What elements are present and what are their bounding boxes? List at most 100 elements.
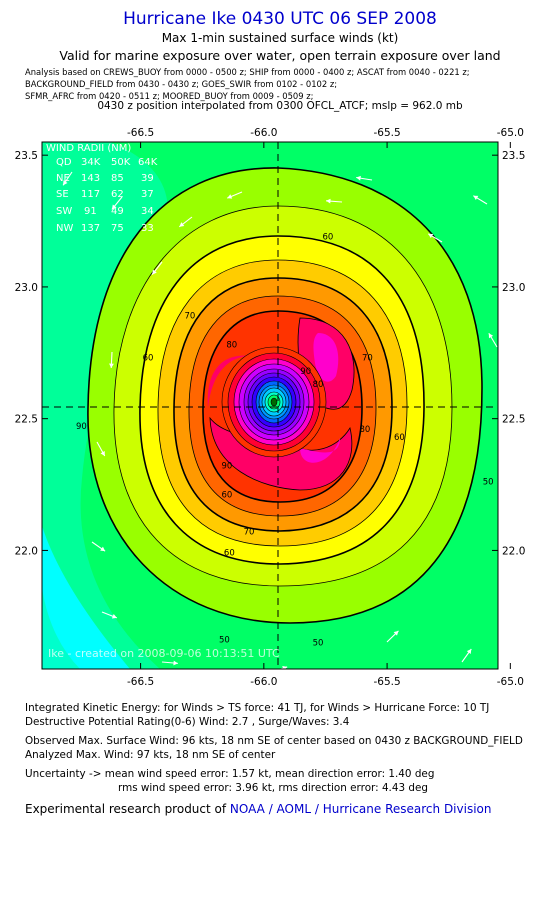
wind-radii-col-qd: QD [56, 157, 72, 168]
plot-frame [41, 141, 499, 670]
created-credit: Ike - created on 2008-09-06 10:13:51 UTC [48, 647, 280, 660]
x-tick-label-top: -66.0 [250, 127, 277, 139]
wind-arrow-head [393, 630, 399, 636]
contour-band-40 [42, 526, 130, 669]
wind-radii-ne-64: 39 [141, 173, 154, 184]
x-tick-label-bottom: -66.5 [127, 676, 154, 688]
wind-arrow-head [505, 608, 509, 613]
x-tick-label-bottom: -65.5 [373, 676, 400, 688]
contour-label: 50 [313, 638, 324, 648]
contour-label: 80 [226, 341, 237, 351]
ike-stat: Integrated Kinetic Energy: for Winds > T… [25, 702, 490, 714]
contour-label: 60 [221, 491, 232, 501]
contour-label: 90 [76, 422, 87, 432]
wind-radii-sw-50: 49 [111, 206, 124, 217]
wind-arrow-head [508, 426, 513, 431]
analysis-line-1: Analysis based on CREWS_BUOY from 0000 -… [25, 67, 470, 77]
y-tick-label-left: 23.0 [15, 282, 38, 294]
observed-max-stat: Observed Max. Surface Wind: 96 kts, 18 n… [25, 735, 523, 747]
uncertainty-mean: Uncertainty -> mean wind speed error: 1.… [25, 768, 435, 780]
dpr-stat: Destructive Potential Rating(0-6) Wind: … [25, 716, 350, 728]
wind-arrow-head [227, 194, 233, 199]
wind-radii-col-64k: 64K [138, 157, 158, 168]
y-tick-label-left: 22.5 [15, 414, 38, 426]
contour-label: 80 [359, 425, 370, 435]
wind-arrow-head [111, 204, 117, 210]
validity-note: Valid for marine exposure over water, op… [59, 48, 501, 63]
wind-arrow [510, 426, 512, 442]
contour-label: 80 [313, 380, 324, 390]
x-tick-label-bottom: -65.0 [497, 676, 524, 688]
wind-radii-ne-34: 143 [81, 173, 100, 184]
wind-arrow-head [501, 270, 506, 275]
y-tick-label-left: 22.0 [15, 545, 38, 557]
x-tick-label-bottom: -66.0 [250, 676, 277, 688]
y-tick-label-right: 22.5 [502, 414, 525, 426]
contour-band-35 [42, 588, 80, 669]
wind-radii-se: SE [56, 189, 69, 200]
wind-radii-se-64: 37 [141, 189, 154, 200]
x-tick-label-top: -65.0 [497, 127, 524, 139]
contour-label: 70 [244, 528, 255, 538]
contour-band-95-w [207, 355, 262, 408]
wind-radii-ne: NE [56, 173, 70, 184]
wind-radii-nw-64: 33 [141, 223, 154, 234]
contour-label: 50 [219, 636, 230, 646]
x-tick-label-top: -66.5 [127, 127, 154, 139]
wind-radii-col-34k: 34K [81, 157, 101, 168]
y-tick-label-right: 23.0 [502, 282, 525, 294]
wind-arrow-head [111, 614, 117, 619]
contour-label: 90 [300, 367, 311, 377]
footer-org-link[interactable]: NOAA / AOML / Hurricane Research Divisio… [229, 802, 492, 816]
wind-arrow-head [428, 233, 434, 239]
position-note: 0430 z position interpolated from 0300 O… [97, 100, 463, 112]
wind-arrow [502, 608, 509, 622]
chart-title: Hurricane Ike 0430 UTC 06 SEP 2008 [123, 9, 437, 29]
contour-label: 60 [394, 433, 405, 443]
wind-radii-sw-64: 34 [141, 206, 154, 217]
wind-arrow-head [63, 180, 68, 186]
y-tick-label-left: 23.5 [15, 150, 38, 162]
uncertainty-rms: rms wind speed error: 3.96 kt, rms direc… [118, 782, 428, 794]
wind-arrow-head [326, 198, 331, 204]
eye-rings [221, 346, 327, 458]
wind-arrow-head [100, 450, 105, 456]
wind-arrow-head [179, 222, 185, 227]
wind-radii-sw: SW [56, 206, 72, 217]
footer-prefix: Experimental research product of [25, 802, 230, 816]
contour-label: 70 [362, 354, 373, 364]
wind-radii-nw-34: 137 [81, 223, 100, 234]
footer: Experimental research product of NOAA / … [25, 802, 491, 816]
y-tick-label-right: 22.0 [502, 545, 525, 557]
contour-band-97-s [300, 438, 340, 463]
analysis-line-3: SFMR_AFRC from 0420 - 0511 z; MOORED_BUO… [25, 91, 314, 101]
wind-arrow-head [473, 195, 479, 201]
contour-label: 60 [323, 232, 334, 242]
contour-label: 60 [143, 354, 154, 364]
wind-radii-se-34: 117 [81, 189, 100, 200]
wind-radii-se-50: 62 [111, 189, 124, 200]
wind-arrows [62, 171, 513, 669]
wind-arrow-head [109, 363, 114, 368]
chart-subtitle: Max 1-min sustained surface winds (kt) [161, 31, 399, 45]
wind-arrow-head [356, 175, 361, 181]
wind-radii-col-50k: 50K [111, 157, 131, 168]
wind-arrow-head [173, 660, 178, 666]
wind-arrow-head [100, 546, 106, 552]
axes: -66.5 -66.5 -66.0 -66.0 -65.5 -65.5 -65.0 -65.0… [15, 127, 526, 688]
x-tick-label-top: -65.5 [373, 127, 400, 139]
contour-label: 70 [184, 312, 195, 322]
wind-arrow-head [506, 506, 511, 511]
analyzed-max-stat: Analyzed Max. Wind: 97 kts, 18 nm SE of … [25, 749, 276, 761]
wind-radii-nw-50: 75 [111, 223, 124, 234]
wind-arrow [501, 270, 512, 282]
wind-radii-ne-50: 85 [111, 173, 124, 184]
contour-label: 50 [483, 478, 494, 488]
contour-band-97-ne [313, 333, 339, 382]
wind-arrow-head [282, 666, 288, 669]
wind-radii-sw-34: 91 [84, 206, 97, 217]
wind-radii-title: WIND RADII (NM) [46, 143, 131, 154]
